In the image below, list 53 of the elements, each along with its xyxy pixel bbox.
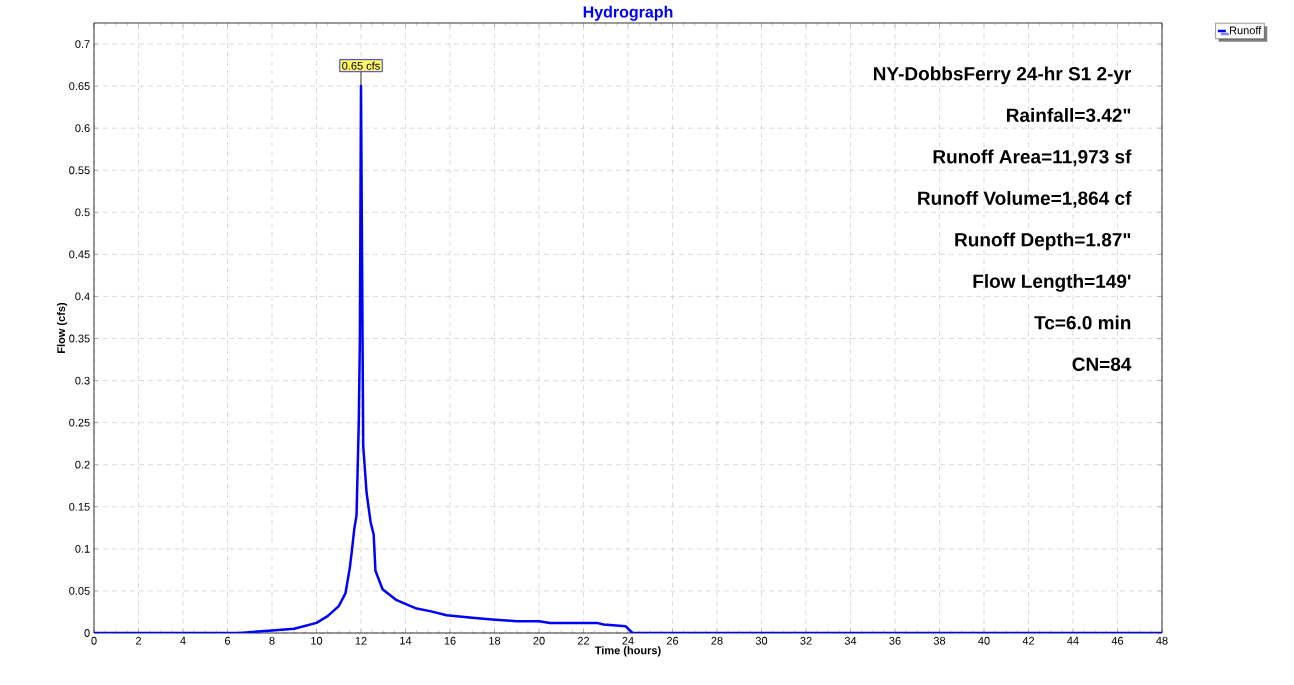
y-tick-label: 0.2 xyxy=(75,460,90,469)
x-tick-label: 26 xyxy=(666,636,679,645)
chart-title: Hydrograph xyxy=(583,5,673,21)
x-tick-label: 0 xyxy=(91,636,97,645)
y-tick-label: 0.15 xyxy=(69,502,90,511)
x-tick-label: 28 xyxy=(711,636,723,645)
y-tick-label: 0.3 xyxy=(75,376,90,385)
annotation: Rainfall=3.42" xyxy=(1006,108,1131,122)
y-tick-label: 0.7 xyxy=(75,40,90,48)
annotation: Runoff Volume=1,864 cf xyxy=(918,191,1132,208)
y-tick-label: 0.35 xyxy=(69,334,90,343)
x-tick-label: 38 xyxy=(933,636,946,645)
x-tick-label: 6 xyxy=(225,636,231,645)
x-tick-label: 46 xyxy=(1111,636,1124,645)
y-tick-label: 0.6 xyxy=(75,124,90,133)
x-tick-label: 24 xyxy=(622,636,634,645)
x-tick-label: 48 xyxy=(1156,636,1168,645)
x-tick-label: 44 xyxy=(1067,636,1079,645)
x-tick-label: 20 xyxy=(533,636,545,645)
annotation: 0.65 cfs xyxy=(342,61,380,70)
x-tick-label: 10 xyxy=(311,636,323,645)
x-tick-label: 40 xyxy=(978,636,990,645)
x-tick-label: 34 xyxy=(844,636,857,645)
y-tick-label: 0.55 xyxy=(69,166,90,175)
annotation: Flow Length=149' xyxy=(973,274,1131,292)
annotation: Tc=6.0 min xyxy=(1034,315,1131,330)
x-tick-label: 22 xyxy=(577,636,590,645)
y-tick-label: 0.5 xyxy=(75,208,90,217)
x-tick-label: 36 xyxy=(889,636,901,645)
y-tick-label: 0.65 xyxy=(69,82,90,90)
annotation: Runoff Area=11,973 sf xyxy=(933,149,1132,167)
y-tick-label: 0.05 xyxy=(69,587,90,595)
x-tick-label: 8 xyxy=(269,636,275,645)
x-tick-label: 18 xyxy=(489,636,501,645)
x-tick-label: 16 xyxy=(444,636,456,645)
x-tick-label: 4 xyxy=(180,636,186,645)
x-tick-label: 42 xyxy=(1022,636,1035,645)
annotation: Runoff Depth=1.87" xyxy=(955,232,1131,251)
annotation: NY-DobbsFerry 24-hr S1 2-yr xyxy=(873,66,1132,85)
x-tick-label: 32 xyxy=(800,636,812,645)
x-tick-label: 14 xyxy=(400,636,412,645)
y-tick-label: 0.4 xyxy=(75,292,90,301)
x-tick-label: 12 xyxy=(355,636,367,645)
x-axis-title: Time (hours) xyxy=(594,646,661,657)
x-tick-label: 2 xyxy=(135,636,141,645)
x-tick-label: 30 xyxy=(755,636,768,645)
annotation: CN=84 xyxy=(1072,357,1132,371)
y-axis-title: Flow (cfs) xyxy=(56,302,68,353)
legend-label: Runoff xyxy=(1229,26,1262,35)
y-tick-label: 0.25 xyxy=(69,418,90,427)
y-tick-label: 0.45 xyxy=(69,250,90,259)
y-tick-label: 0 xyxy=(84,629,90,637)
y-tick-label: 0.1 xyxy=(75,544,90,553)
